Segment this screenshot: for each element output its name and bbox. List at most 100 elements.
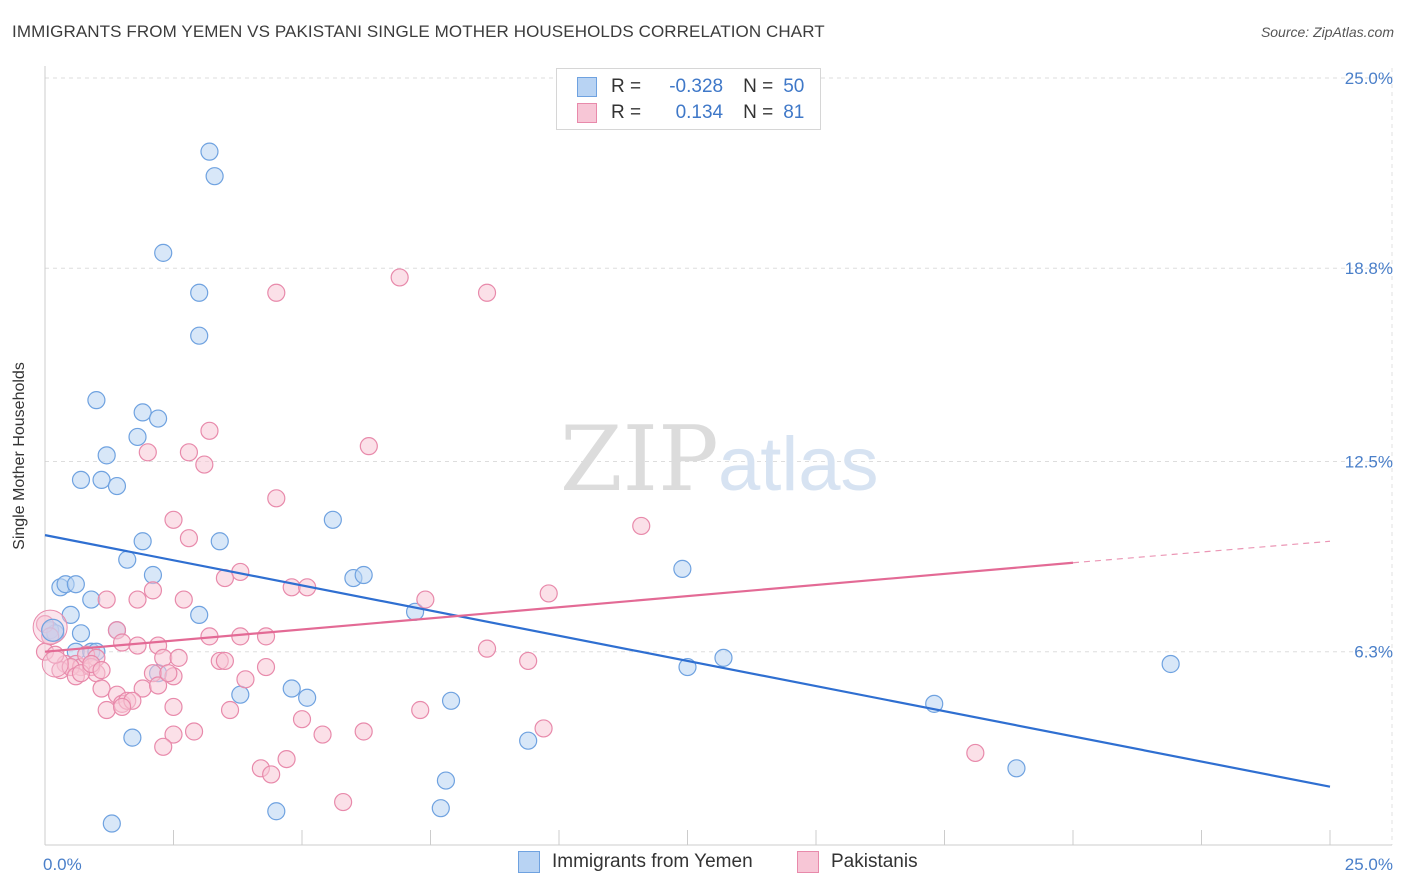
point-yemen [148,409,168,428]
series-legend: Immigrants from Yemen Pakistanis [0,851,1406,877]
watermark-zip: ZIP [560,407,719,512]
point-pakistanis [174,590,193,609]
point-pakistanis [154,648,173,667]
point-pakistanis [179,529,199,548]
point-yemen [714,648,733,667]
stats-legend: R = -0.328 N = 50 R = 0.134 N = 81 [556,68,821,130]
y-tick-label: 25.0% [1345,69,1393,88]
point-yemen [1161,654,1180,674]
point-yemen [267,802,286,821]
point-yemen [1007,759,1026,778]
series-swatch-pakistanis [797,851,819,873]
chart-title: IMMIGRANTS FROM YEMEN VS PAKISTANI SINGL… [12,22,825,41]
point-pakistanis [138,443,157,462]
legend-row-pakistanis: R = 0.134 N = 81 [577,102,804,124]
point-yemen [436,771,456,790]
point-yemen [97,446,116,465]
point-yemen [82,590,101,609]
legend-n-value-pakistanis: 81 [783,102,805,123]
point-yemen [210,532,229,551]
point-yemen [431,799,450,818]
x-tick-label: 0.0% [43,855,82,874]
y-tick-label: 18.8% [1345,259,1393,278]
legend-r-label: R = [611,102,642,123]
point-yemen [231,685,250,704]
point-pakistanis [97,700,116,720]
point-pakistanis [256,657,276,677]
legend-row-yemen: R = -0.328 N = 50 [577,76,804,98]
point-pakistanis [164,510,183,529]
point-pakistanis [220,700,240,720]
point-pakistanis [519,651,538,671]
point-yemen [133,532,152,551]
legend-swatch-yemen [577,77,597,97]
source-credit: Source: ZipAtlas.com [1260,24,1394,40]
point-pakistanis [292,710,312,729]
series-swatch-yemen [518,851,540,873]
point-yemen [143,565,163,585]
point-yemen-cluster [41,618,65,642]
point-pakistanis [164,725,183,744]
point-pakistanis [411,700,430,720]
point-pakistanis [154,737,173,756]
point-pakistanis [128,590,147,609]
point-yemen [118,550,137,569]
series-label-yemen: Immigrants from Yemen [552,851,753,872]
point-pakistanis [262,765,281,784]
tick-labels: 6.3% 12.5% 18.8% 25.0% 0.0% 25.0% [43,69,1393,874]
point-yemen [205,167,224,186]
series-label-pakistanis: Pakistanis [831,851,918,872]
point-yemen [128,427,147,447]
point-pakistanis [159,664,178,683]
point-pakistanis-cluster [41,650,69,678]
point-yemen [673,559,692,578]
point-pakistanis [92,679,111,698]
point-pakistanis [164,697,183,717]
point-pakistanis [112,633,132,652]
point-pakistanis [256,627,276,646]
point-pakistanis [334,792,353,812]
trend-line-yemen [44,534,1331,788]
trend-lines [44,534,1331,788]
legend-n-label: N = [743,76,774,97]
point-pakistanis [966,743,985,763]
point-yemen [123,728,142,747]
point-pakistanis [128,636,147,655]
legend-r-value-pakistanis: 0.134 [675,102,724,123]
point-yemen [298,688,317,707]
point-yemen [519,731,538,750]
point-yemen [71,624,91,643]
point-yemen [87,391,106,410]
legend-swatch-pakistanis [577,103,597,123]
watermark-atlas: atlas [718,422,879,507]
point-pakistanis [179,443,199,462]
series-legend-yemen[interactable]: Immigrants from Yemen [518,851,753,873]
point-pakistanis [390,268,409,287]
point-pakistanis [148,676,168,695]
legend-r-label: R = [611,76,642,97]
series-legend-pakistanis[interactable]: Pakistanis [797,851,918,873]
point-yemen [323,510,342,529]
point-pakistanis [267,283,286,302]
point-pakistanis [359,437,378,456]
point-yemen [190,326,209,345]
x-tick-label: 25.0% [1345,855,1393,874]
point-pakistanis [477,283,497,302]
point-yemen [190,283,209,302]
point-pakistanis [539,584,558,603]
point-pakistanis [92,661,111,680]
point-pakistanis [267,489,286,508]
point-yemen [190,605,209,625]
point-yemen [92,470,111,490]
watermark: ZIP atlas [560,407,879,512]
point-pakistanis [632,516,651,536]
point-yemen [441,691,461,710]
legend-n-value-yemen: 50 [783,76,805,97]
point-pakistanis [236,670,255,689]
trend-line-pakistanis-extension [1072,540,1331,564]
point-pakistanis [112,697,132,717]
y-tick-label: 6.3% [1354,643,1393,662]
point-pakistanis [97,590,116,609]
point-yemen [200,142,219,161]
